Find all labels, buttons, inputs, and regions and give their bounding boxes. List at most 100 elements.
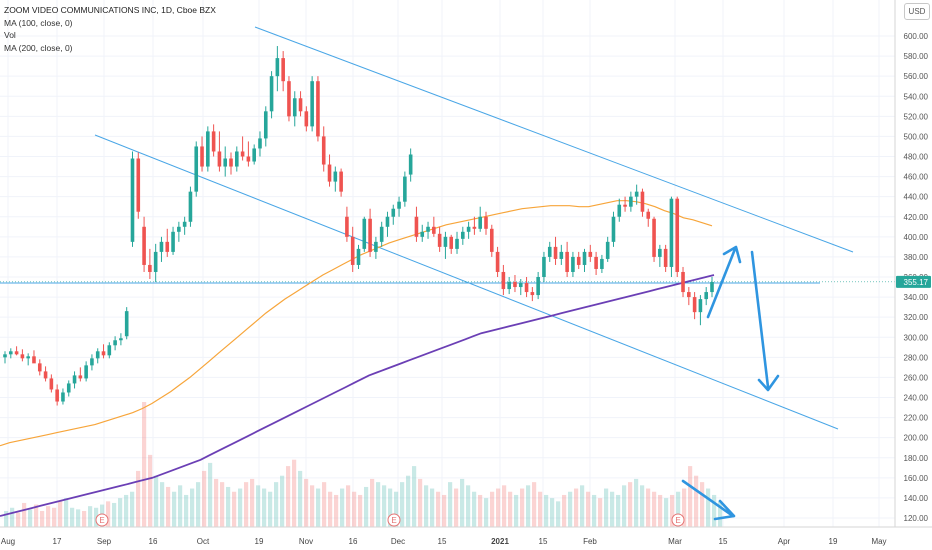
volume-bar (166, 486, 171, 527)
volume-bar (526, 485, 531, 527)
candle-body (594, 256, 598, 269)
volume-bar (502, 485, 507, 527)
volume-bar (586, 491, 591, 527)
volume-bar (622, 485, 627, 527)
candle-body (658, 248, 662, 257)
candle-body (698, 299, 703, 313)
candle-body (206, 131, 210, 167)
volume-bar (556, 501, 561, 527)
x-tick-label: 19 (829, 537, 838, 546)
volume-bar (340, 488, 345, 527)
candle-body (304, 111, 309, 127)
candle-body (634, 191, 639, 197)
volume-bar (454, 488, 459, 527)
candle-body (704, 292, 709, 300)
volume-bar (292, 459, 297, 527)
volume-bar (706, 488, 711, 527)
volume-bars (4, 402, 723, 527)
volume-bar (550, 498, 555, 527)
candle-body (153, 251, 158, 272)
annotation-arrow (681, 479, 735, 518)
candle-body (165, 241, 170, 252)
x-tick-label: 2021 (491, 537, 509, 546)
candle-body (472, 226, 477, 229)
candle-body (455, 238, 459, 249)
candle-body (426, 226, 430, 232)
volume-bar (442, 494, 447, 527)
annotation-arrow (706, 247, 737, 319)
x-tick-label: 19 (255, 537, 264, 546)
candle-body (681, 271, 685, 293)
candle-body (675, 198, 680, 272)
earnings-marker-label: E (675, 516, 680, 525)
candle-body (582, 251, 587, 265)
indicator-ma200-label[interactable]: MA (200, close, 0) (4, 42, 73, 53)
candle-body (8, 351, 13, 355)
candle-body (84, 365, 88, 379)
indicator-ma100-label[interactable]: MA (100, close, 0) (4, 17, 73, 28)
candle-body (484, 216, 488, 229)
volume-bar (436, 491, 441, 527)
candle-body (646, 211, 651, 219)
volume-bar (616, 494, 621, 527)
candle-body (547, 246, 552, 257)
volume-bar (88, 506, 93, 527)
volume-bar (610, 491, 615, 527)
candle-body (501, 271, 506, 290)
y-tick-label: 540.00 (904, 92, 929, 101)
candle-body (20, 354, 25, 359)
candle-body (95, 351, 100, 359)
volume-bar (250, 478, 255, 527)
y-tick-label: 260.00 (904, 373, 929, 382)
candle-body (258, 138, 262, 149)
y-tick-label: 520.00 (904, 112, 929, 121)
volume-bar (310, 485, 315, 527)
y-tick-label: 380.00 (904, 253, 929, 262)
volume-bar (604, 488, 609, 527)
volume-bar (316, 488, 321, 527)
candle-body (275, 58, 280, 77)
candle-body (391, 208, 396, 217)
volume-bar (34, 504, 39, 527)
currency-button[interactable]: USD (904, 3, 930, 20)
time-axis[interactable]: Aug 17 Sep 16 Oct 19 Nov 16 Dec 15 2021 15 Feb Mar 15 A… (1, 537, 887, 546)
volume-bar (580, 485, 585, 527)
candle-body (159, 241, 164, 252)
candle-body (669, 198, 674, 267)
volume-bar (58, 501, 63, 527)
volume-bar (484, 498, 489, 527)
earnings-marker-3 (671, 513, 685, 527)
candle-body (281, 58, 285, 82)
candle-body (101, 351, 106, 356)
candle-body (403, 176, 407, 202)
y-tick-label: 420.00 (904, 213, 929, 222)
x-tick-label: 17 (53, 537, 62, 546)
volume-bar (196, 482, 201, 527)
y-tick-label: 200.00 (904, 434, 929, 443)
candle-body (78, 375, 83, 379)
volume-bar (682, 488, 687, 527)
chart-legend: ZOOM VIDEO COMMUNICATIONS INC, 1D, Cboe … (4, 4, 216, 54)
volume-bar (82, 510, 87, 527)
candle-body (333, 171, 338, 182)
candle-body (553, 246, 558, 259)
volume-bar (64, 498, 69, 527)
candle-body (339, 171, 343, 192)
candle-body (37, 363, 42, 372)
price-axis[interactable]: 120.00 140.00 160.00 180.00 200.00 220.00 240.… (0, 0, 932, 528)
candle-body (571, 256, 575, 272)
candles (3, 46, 714, 406)
volume-bar (238, 488, 243, 527)
volume-bar (718, 501, 723, 527)
x-tick-label: 15 (539, 537, 548, 546)
candle-body (61, 392, 65, 402)
annotation-arrowhead (722, 245, 742, 264)
indicator-vol-label[interactable]: Vol (4, 30, 16, 40)
volume-bar (568, 491, 573, 527)
candle-body (518, 283, 523, 288)
y-tick-label: 220.00 (904, 414, 929, 423)
candle-body (524, 283, 529, 293)
earnings-marker-1 (95, 513, 109, 527)
candle-body (113, 340, 117, 346)
